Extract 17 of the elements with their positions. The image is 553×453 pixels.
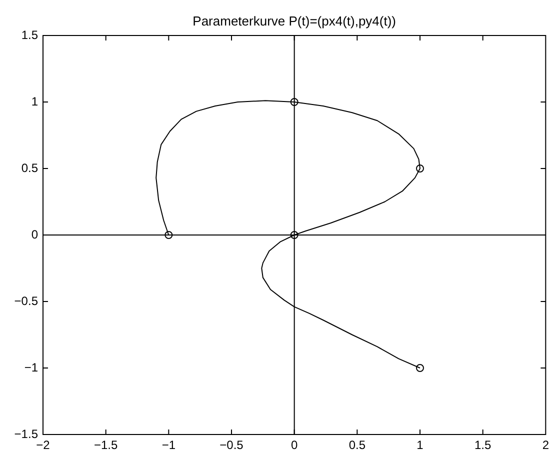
- y-tick-label: −0.5: [14, 294, 38, 308]
- x-tick-label: 0.5: [348, 438, 366, 452]
- y-tick-label: 0.5: [21, 160, 38, 175]
- x-tick-label: −2: [36, 438, 50, 452]
- y-tick-label: 1.5: [21, 28, 38, 42]
- x-tick-label: 1.5: [474, 438, 492, 452]
- y-tick-label: −1: [24, 360, 38, 374]
- y-tick-label: −1.5: [14, 426, 38, 441]
- x-tick-label: 1: [416, 438, 424, 452]
- x-tick-label: −1.5: [94, 438, 118, 452]
- x-tick-label: −0.5: [220, 438, 244, 452]
- x-tick-label: 0: [290, 438, 298, 452]
- chart-title: Parameterkurve P(t)=(px4(t),py4(t)): [192, 14, 396, 28]
- y-tick-label: 0: [31, 227, 38, 242]
- x-tick-label: 2: [542, 438, 550, 452]
- x-tick-label: −1: [162, 438, 176, 452]
- y-tick-label: 1: [31, 94, 38, 108]
